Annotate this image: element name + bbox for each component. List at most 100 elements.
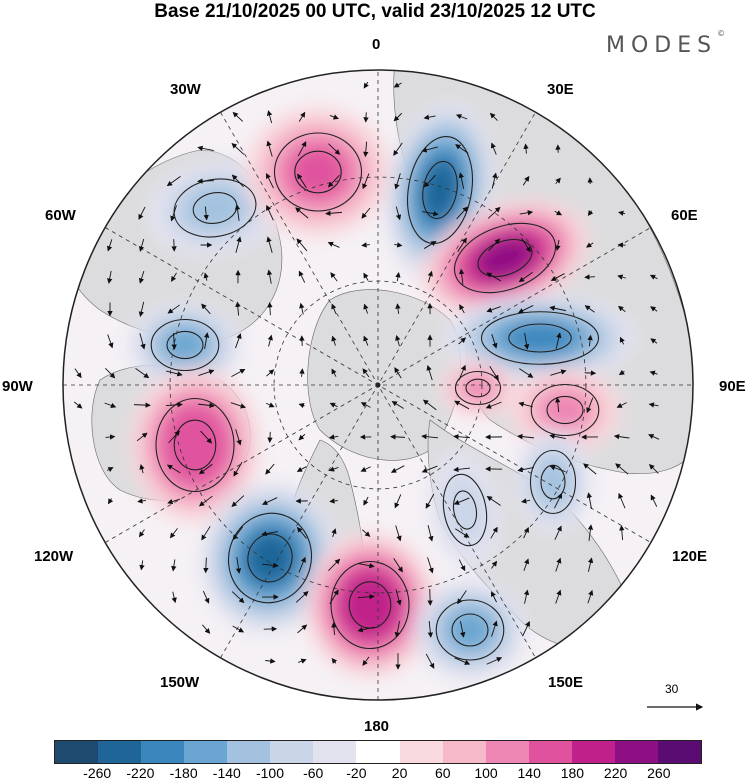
anomaly-bering-high [348,580,392,630]
wind-arrow [491,620,498,637]
contour-north-atlantic-low [173,178,257,238]
wind-arrow [296,526,307,539]
wind-arrow [203,206,209,221]
wind-arrow [171,239,177,252]
wind-arrow [518,305,534,313]
wind-arrow [650,494,658,507]
wind-arrow [298,556,306,573]
wind-arrow [297,173,307,188]
wind-arrow [266,204,274,221]
wind-arrow [422,399,437,411]
wind-arrow [105,367,116,379]
wind-arrow [357,594,375,600]
wind-arrow [202,590,210,604]
wind-arrow [331,528,337,538]
wind-arrow [203,557,209,574]
wind-arrow [297,624,308,634]
colorbar-tick-label: -100 [255,765,285,781]
anomaly-central-siberia-low [504,322,576,354]
wind-arrow [521,238,531,253]
wind-arrow [422,210,439,217]
wind-arrow [453,497,470,505]
wind-arrow [135,367,150,379]
wind-arrow [265,658,276,664]
wind-arrow [170,205,177,222]
anomaly-scandinavia-low [421,160,459,220]
wind-arrow [231,495,245,508]
wind-arrow [295,590,309,603]
colorbar-segment [98,741,142,763]
wind-arrow [297,141,307,157]
wind-arrow [133,402,151,408]
contour-northeast-pacific-high [155,397,235,493]
wind-arrow [328,558,341,571]
wind-arrow [198,495,213,507]
wind-arrow [296,466,307,472]
wind-arrow [166,175,181,187]
colorbar-segment [571,741,615,763]
wind-arrow [262,497,278,505]
wind-arrow [296,238,308,252]
wind-arrow [331,335,337,346]
wind-arrow [587,210,594,217]
wind-arrow [137,498,146,504]
wind-arrow [650,338,658,344]
wind-arrow [395,303,401,314]
wind-arrow [235,301,241,316]
wind-arrow [330,272,338,282]
colorbar-segment [313,741,357,763]
wind-arrow [265,402,275,408]
wind-arrow [485,401,502,409]
wind-arrow [298,433,306,441]
wind-arrow [487,206,501,219]
wind-arrow [328,434,339,440]
wind-arrow [521,498,531,504]
wind-arrow [522,620,530,637]
wind-arrow [357,626,374,633]
wind-arrow [584,305,595,313]
wind-arrow [363,335,369,346]
wind-arrow [395,589,402,606]
wind-arrow [421,433,439,440]
wind-arrow [518,272,533,283]
contour-okhotsk-low [452,490,478,530]
wind-arrow [200,430,213,444]
wind-arrow [362,173,370,190]
wind-arrow [331,622,337,635]
wind-arrow [358,562,375,569]
contour-east-pacific-low [227,512,313,604]
anomaly-north-atlantic-low [183,185,247,231]
wind-arrow [295,207,309,219]
contour-central-siberia-low [508,323,572,353]
colorbar-tick-label: -220 [126,765,155,781]
wind-arrow [583,463,597,475]
wind-arrow [554,210,563,216]
wind-arrow [586,397,594,414]
wind-arrow [166,464,181,474]
anomaly-field [128,100,638,680]
wind-arrow [555,239,561,251]
wind-arrow [138,529,145,538]
wind-arrow [197,178,215,184]
wind-arrow [197,145,214,151]
wind-arrow [171,591,177,604]
longitude-label-30w: 30W [170,81,201,98]
wind-arrow [232,625,245,633]
contour-lines [150,132,600,661]
wind-arrow [169,528,178,539]
wind-arrow [458,268,465,285]
contour-northeast-pacific-high [173,419,217,471]
colorbar-tick-label: -140 [212,765,241,781]
wind-arrow [138,206,146,220]
longitude-label-60e: 60E [671,207,698,224]
wind-arrow [618,369,625,376]
colorbar-segment [399,741,443,763]
wind-arrow [423,174,436,188]
wind-arrow [490,526,498,539]
wind-arrow [363,141,369,158]
wind-arrow [139,333,146,350]
contour-kara-high [465,378,491,398]
wind-arrow [486,495,501,506]
colorbar-segment [485,741,529,763]
wind-arrow [298,270,306,283]
